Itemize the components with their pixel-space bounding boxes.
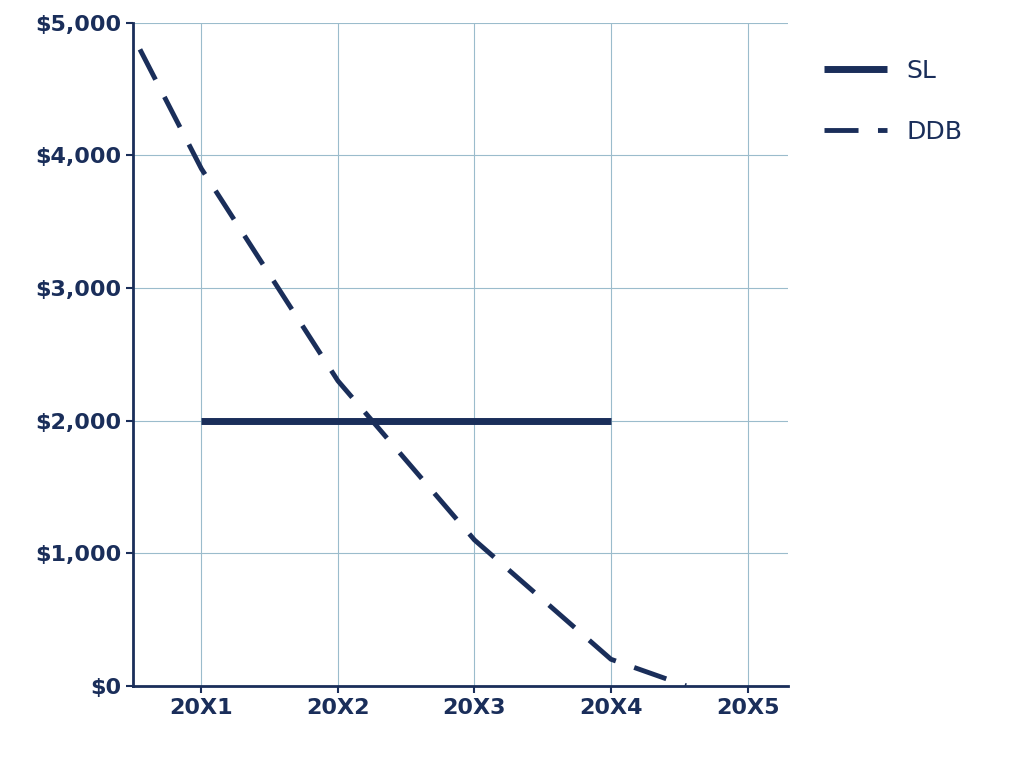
SL (196, 416, 208, 425)
DDB (605, 655, 617, 664)
Legend: SL, DDB: SL, DDB (814, 49, 973, 154)
DDB (468, 536, 480, 545)
DDB (196, 164, 208, 173)
DDB (134, 45, 146, 54)
DDB (332, 376, 344, 386)
DDB (680, 681, 692, 690)
Line: DDB: DDB (140, 50, 686, 686)
SL (605, 416, 617, 425)
